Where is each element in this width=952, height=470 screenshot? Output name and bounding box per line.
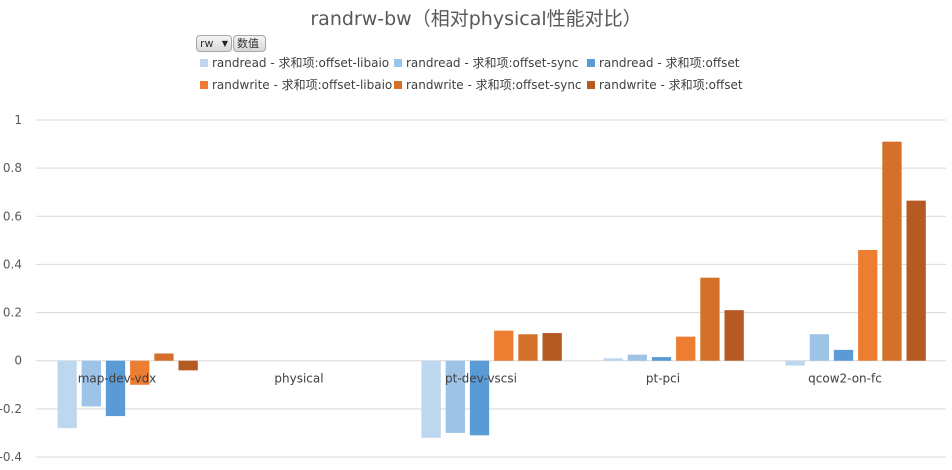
x-category-label: map-dev-vdx xyxy=(78,372,157,386)
y-tick-label: -0.2 xyxy=(0,402,22,416)
x-category-label: physical xyxy=(274,372,323,386)
bar-5-3 xyxy=(724,310,744,361)
legend-swatch xyxy=(200,59,208,67)
y-tick-label: 1 xyxy=(14,113,22,127)
y-tick-label: 0.8 xyxy=(3,161,22,175)
legend-swatch xyxy=(587,59,595,67)
bar-4-4 xyxy=(882,141,902,361)
legend-item-randread-offset[interactable]: randread - 求和项:offset xyxy=(587,56,740,70)
bar-1-4 xyxy=(809,334,829,361)
legend-item-randwrite-libaio[interactable]: randwrite - 求和项:offset-libaio xyxy=(200,78,392,92)
bar-2-2 xyxy=(469,360,490,436)
legend-label: randwrite - 求和项:offset-libaio xyxy=(212,78,393,92)
y-tick-label: -0.4 xyxy=(0,450,22,464)
bar-1-2 xyxy=(445,360,465,433)
legend-label: randwrite - 求和项:offset xyxy=(599,78,743,92)
legend-swatch xyxy=(200,81,208,89)
y-tick-label: 0.6 xyxy=(3,209,22,223)
pivot-value-button[interactable]: 数值 xyxy=(233,35,266,52)
legend-label: randwrite - 求和项:offset-sync xyxy=(406,78,582,92)
bar-5-2 xyxy=(542,333,562,361)
y-tick-label: 0.4 xyxy=(3,257,22,271)
y-tick-label: 0.2 xyxy=(3,306,22,320)
x-category-label: pt-dev-vscsi xyxy=(445,372,517,386)
y-tick-label: 0 xyxy=(14,354,22,368)
bar-5-4 xyxy=(906,200,926,361)
legend-item-randwrite-sync[interactable]: randwrite - 求和项:offset-sync xyxy=(394,78,582,92)
chart-title: randrw-bw（相对physical性能对比） xyxy=(310,8,642,30)
bar-2-4 xyxy=(833,349,854,361)
legend-item-randread-sync[interactable]: randread - 求和项:offset-sync xyxy=(394,56,578,70)
x-category-label: qcow2-on-fc xyxy=(808,372,882,386)
legend-item-randwrite-offset[interactable]: randwrite - 求和项:offset xyxy=(587,78,743,92)
legend-swatch xyxy=(587,81,595,89)
dropdown-arrow-icon: ▼ xyxy=(221,39,228,48)
bar-0-3 xyxy=(603,358,623,361)
bar-3-2 xyxy=(494,330,514,361)
bar-1-0 xyxy=(81,360,101,407)
legend-swatch xyxy=(394,81,402,89)
bar-3-3 xyxy=(676,336,696,361)
bar-5-0 xyxy=(178,360,198,371)
bar-3-4 xyxy=(858,249,878,361)
bar-1-3 xyxy=(627,354,647,361)
legend-label: randread - 求和项:offset-sync xyxy=(406,56,579,70)
bar-0-2 xyxy=(421,360,441,438)
legend-swatch xyxy=(394,59,402,67)
pivot-field-label: rw xyxy=(200,37,214,50)
legend-item-randread-libaio[interactable]: randread - 求和项:offset-libaio xyxy=(200,56,389,70)
bar-4-2 xyxy=(518,334,538,361)
x-category-label: pt-pci xyxy=(646,372,680,386)
bar-0-4 xyxy=(785,360,805,366)
legend-label: randread - 求和项:offset xyxy=(599,56,740,70)
bar-3-0 xyxy=(130,360,150,385)
pivot-field-rw-button[interactable]: rw ▼ xyxy=(196,35,232,52)
bar-0-0 xyxy=(57,360,77,429)
legend-label: randread - 求和项:offset-libaio xyxy=(212,56,390,70)
bar-4-3 xyxy=(700,277,720,361)
bar-2-3 xyxy=(651,357,672,361)
bar-2-0 xyxy=(105,360,126,417)
bar-4-0 xyxy=(154,353,174,361)
